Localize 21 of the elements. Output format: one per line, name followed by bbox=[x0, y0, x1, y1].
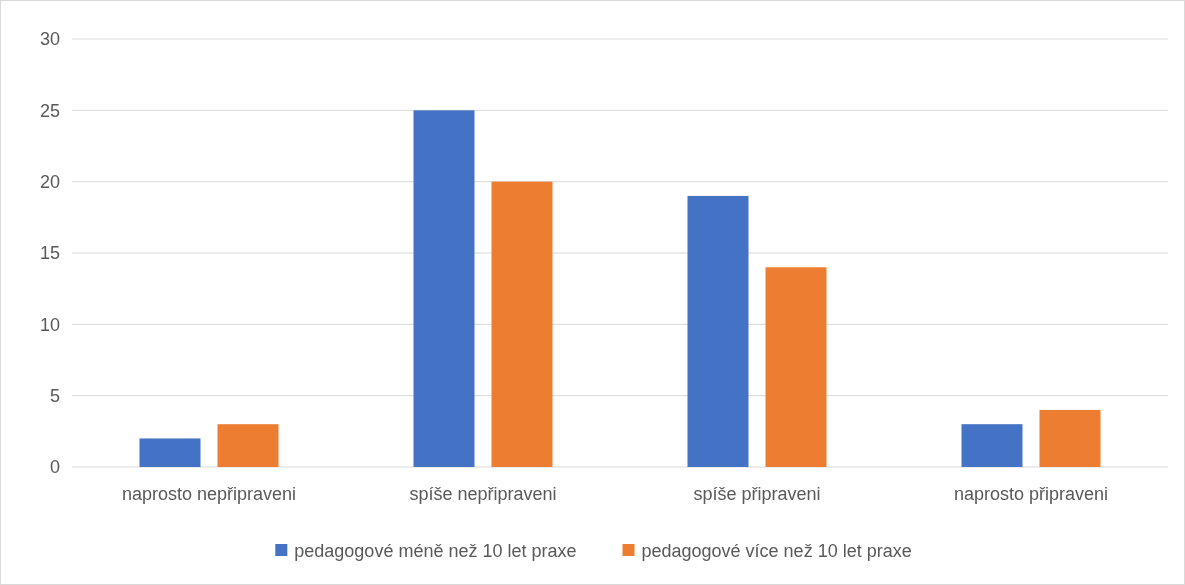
bar bbox=[961, 424, 1023, 467]
y-tick-label: 0 bbox=[49, 457, 60, 478]
bar bbox=[413, 110, 475, 467]
bar bbox=[687, 195, 749, 467]
x-tick-label: spíše připraveni bbox=[693, 484, 821, 504]
legend-label: pedagogové méně než 10 let praxe bbox=[294, 541, 577, 562]
y-tick-label: 30 bbox=[39, 29, 60, 50]
x-tick-label: naprosto nepřipraveni bbox=[121, 484, 297, 504]
bar bbox=[491, 181, 553, 467]
y-tick-label: 25 bbox=[39, 100, 60, 121]
legend-label: pedagogové více než 10 let praxe bbox=[641, 541, 912, 562]
bar bbox=[139, 438, 201, 467]
bar bbox=[1039, 409, 1101, 467]
y-tick-label: 20 bbox=[39, 171, 60, 192]
x-tick-label: spíše nepřipraveni bbox=[409, 484, 557, 504]
y-tick-label: 15 bbox=[39, 243, 60, 264]
bar bbox=[217, 424, 279, 467]
y-tick-label: 5 bbox=[49, 385, 60, 406]
bar bbox=[765, 267, 827, 467]
y-tick-label: 10 bbox=[39, 314, 60, 335]
x-tick-label: naprosto připraveni bbox=[953, 484, 1109, 504]
